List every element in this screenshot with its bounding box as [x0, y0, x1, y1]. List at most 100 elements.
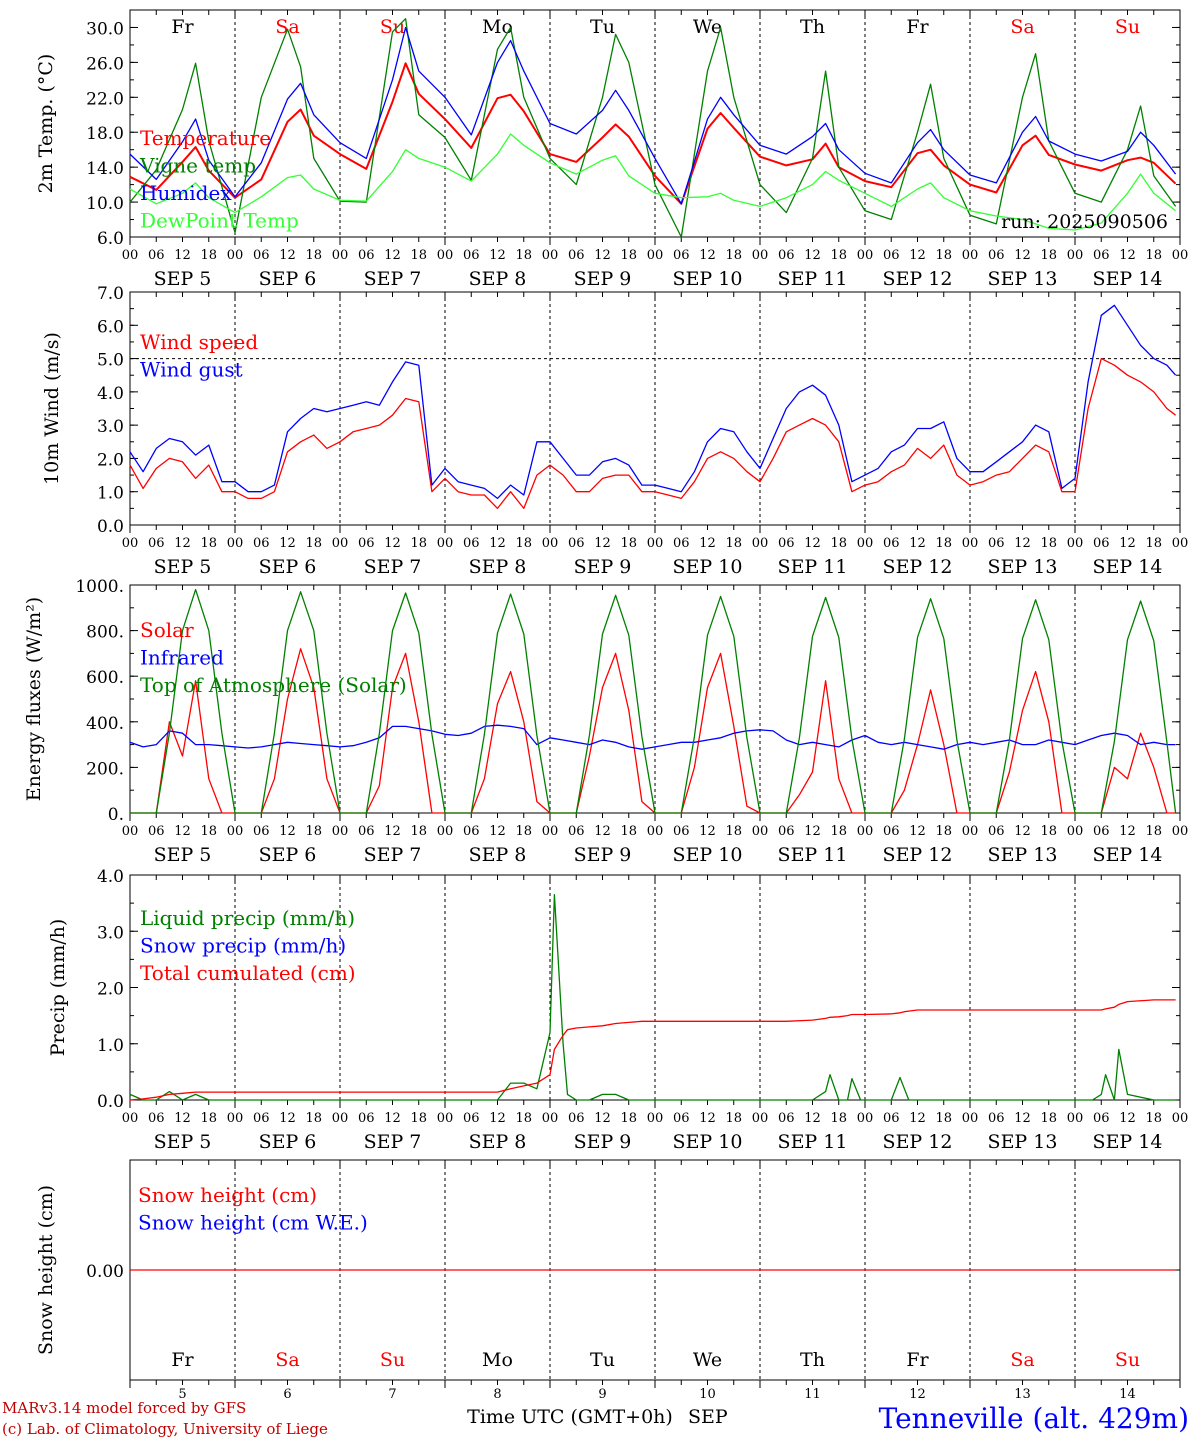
y-tick-label: 0.	[108, 805, 124, 825]
hour-label: 06	[673, 824, 690, 839]
hour-label: 18	[935, 248, 952, 263]
legend-entry: Humidex	[140, 181, 232, 205]
hour-label: 06	[883, 536, 900, 551]
hour-label: 12	[489, 1111, 506, 1126]
hour-label: 18	[1040, 536, 1057, 551]
hour-label: 06	[988, 1111, 1005, 1126]
date-label: SEP 12	[883, 268, 953, 290]
legend-entry: Top of Atmosphere (Solar)	[140, 673, 407, 697]
y-tick-label: 6.0	[97, 317, 124, 337]
hour-label: 18	[410, 1111, 427, 1126]
hour-label: 06	[568, 248, 585, 263]
date-label: SEP 9	[574, 268, 632, 290]
date-label: SEP 8	[469, 556, 527, 578]
hour-label: 12	[909, 536, 926, 551]
hour-label-end: 00	[1172, 536, 1189, 551]
date-label: SEP 11	[778, 844, 848, 866]
hour-label: 06	[148, 536, 165, 551]
hour-label: 18	[410, 536, 427, 551]
date-label: SEP 13	[988, 844, 1058, 866]
day-number: 13	[1014, 1387, 1031, 1402]
hour-label: 06	[253, 1111, 270, 1126]
hour-label: 12	[279, 1111, 296, 1126]
y-tick-label: 2.0	[97, 450, 124, 470]
hour-label: 12	[384, 824, 401, 839]
hour-label: 18	[1145, 1111, 1162, 1126]
hour-label: 12	[804, 536, 821, 551]
panel-3: 0. 200. 400. 600. 800. 1000. Energy fluxes (W/…	[23, 577, 1188, 866]
panels: 6.0 10.0 14.0 18.0 22.0 26.0 30.0 2m Temp. (°C)…	[23, 9, 1188, 1402]
hour-label: 06	[463, 248, 480, 263]
legend-entry: Snow height (cm W.E.)	[138, 1211, 368, 1235]
date-label: SEP 13	[988, 268, 1058, 290]
hour-label: 00	[857, 536, 874, 551]
day-name: We	[693, 16, 722, 38]
date-label: SEP 14	[1093, 268, 1163, 290]
legend-entry: Solar	[140, 618, 194, 642]
hour-label: 18	[515, 824, 532, 839]
y-tick-label: 0.0	[97, 517, 124, 537]
hour-label: 06	[253, 824, 270, 839]
hour-label: 00	[227, 536, 244, 551]
y-tick-label: 2.0	[97, 980, 124, 1000]
day-name: Fr	[171, 16, 194, 38]
day-number: 8	[493, 1387, 501, 1402]
date-label: SEP 5	[154, 844, 212, 866]
date-label: SEP 14	[1093, 844, 1163, 866]
hour-label: 00	[857, 248, 874, 263]
hour-label: 00	[647, 248, 664, 263]
legend-entry: Vigne temp	[139, 154, 256, 178]
y-axis-title: 10m Wind (m/s)	[41, 332, 63, 485]
hour-label: 06	[778, 1111, 795, 1126]
hour-label: 06	[778, 248, 795, 263]
day-name: Fr	[906, 1349, 929, 1371]
hour-label: 00	[1067, 824, 1084, 839]
date-label: SEP 14	[1093, 556, 1163, 578]
legend-entry: Snow precip (mm/h)	[140, 934, 346, 958]
hour-label: 00	[962, 536, 979, 551]
hour-label: 06	[463, 1111, 480, 1126]
y-tick-label: 200.	[86, 759, 124, 779]
hour-label: 06	[988, 248, 1005, 263]
y-axis-title: Precip (mm/h)	[47, 919, 69, 1057]
hour-label: 06	[463, 824, 480, 839]
panel-5: 0.00 Snow height (cm) 5 6 7 8 9 10 11 12 13 14 Fr Sa S…	[35, 1159, 1181, 1402]
hour-label: 18	[1145, 536, 1162, 551]
panel-4: 0.0 1.0 2.0 3.0 4.0 Precip (mm/h) 00 06 12 18 SEP …	[47, 867, 1188, 1153]
y-tick-label: 18.0	[86, 124, 124, 144]
hour-label: 18	[725, 824, 742, 839]
day-name: Fr	[171, 1349, 194, 1371]
hour-label: 00	[647, 824, 664, 839]
credit-line-2: (c) Lab. of Climatology, University of L…	[2, 1420, 328, 1438]
run-annotation: run: 2025090506	[1001, 211, 1168, 233]
hour-label: 00	[122, 824, 139, 839]
hour-label: 12	[909, 248, 926, 263]
series-line-4-3	[129, 999, 1176, 1101]
y-tick-label: 0.0	[97, 1092, 124, 1112]
hour-label: 18	[410, 248, 427, 263]
hour-label: 06	[358, 248, 375, 263]
date-label: SEP 9	[574, 1131, 632, 1153]
hour-label: 00	[962, 824, 979, 839]
hour-label: 12	[699, 824, 716, 839]
panel-2: 0.0 1.0 2.0 3.0 4.0 5.0 6.0 7.0 10m Wind (m/s) 00…	[41, 284, 1188, 578]
y-tick-label: 6.0	[97, 229, 124, 249]
hour-label: 18	[830, 824, 847, 839]
series-line-1-3	[129, 26, 1177, 205]
hour-label: 00	[752, 536, 769, 551]
hour-label: 12	[384, 536, 401, 551]
hour-label: 06	[883, 248, 900, 263]
hour-label: 18	[200, 1111, 217, 1126]
hour-label: 18	[620, 1111, 637, 1126]
y-tick-label: 22.0	[86, 89, 124, 109]
y-tick-label: 0.00	[86, 1262, 124, 1282]
series-line-1-2	[129, 18, 1177, 238]
hour-label: 18	[620, 248, 637, 263]
hour-label: 12	[1119, 536, 1136, 551]
day-name: Th	[800, 1349, 825, 1371]
hour-label: 18	[305, 824, 322, 839]
hour-label: 18	[515, 248, 532, 263]
hour-label: 12	[804, 248, 821, 263]
hour-label: 18	[1040, 824, 1057, 839]
day-name: Mo	[482, 16, 513, 38]
